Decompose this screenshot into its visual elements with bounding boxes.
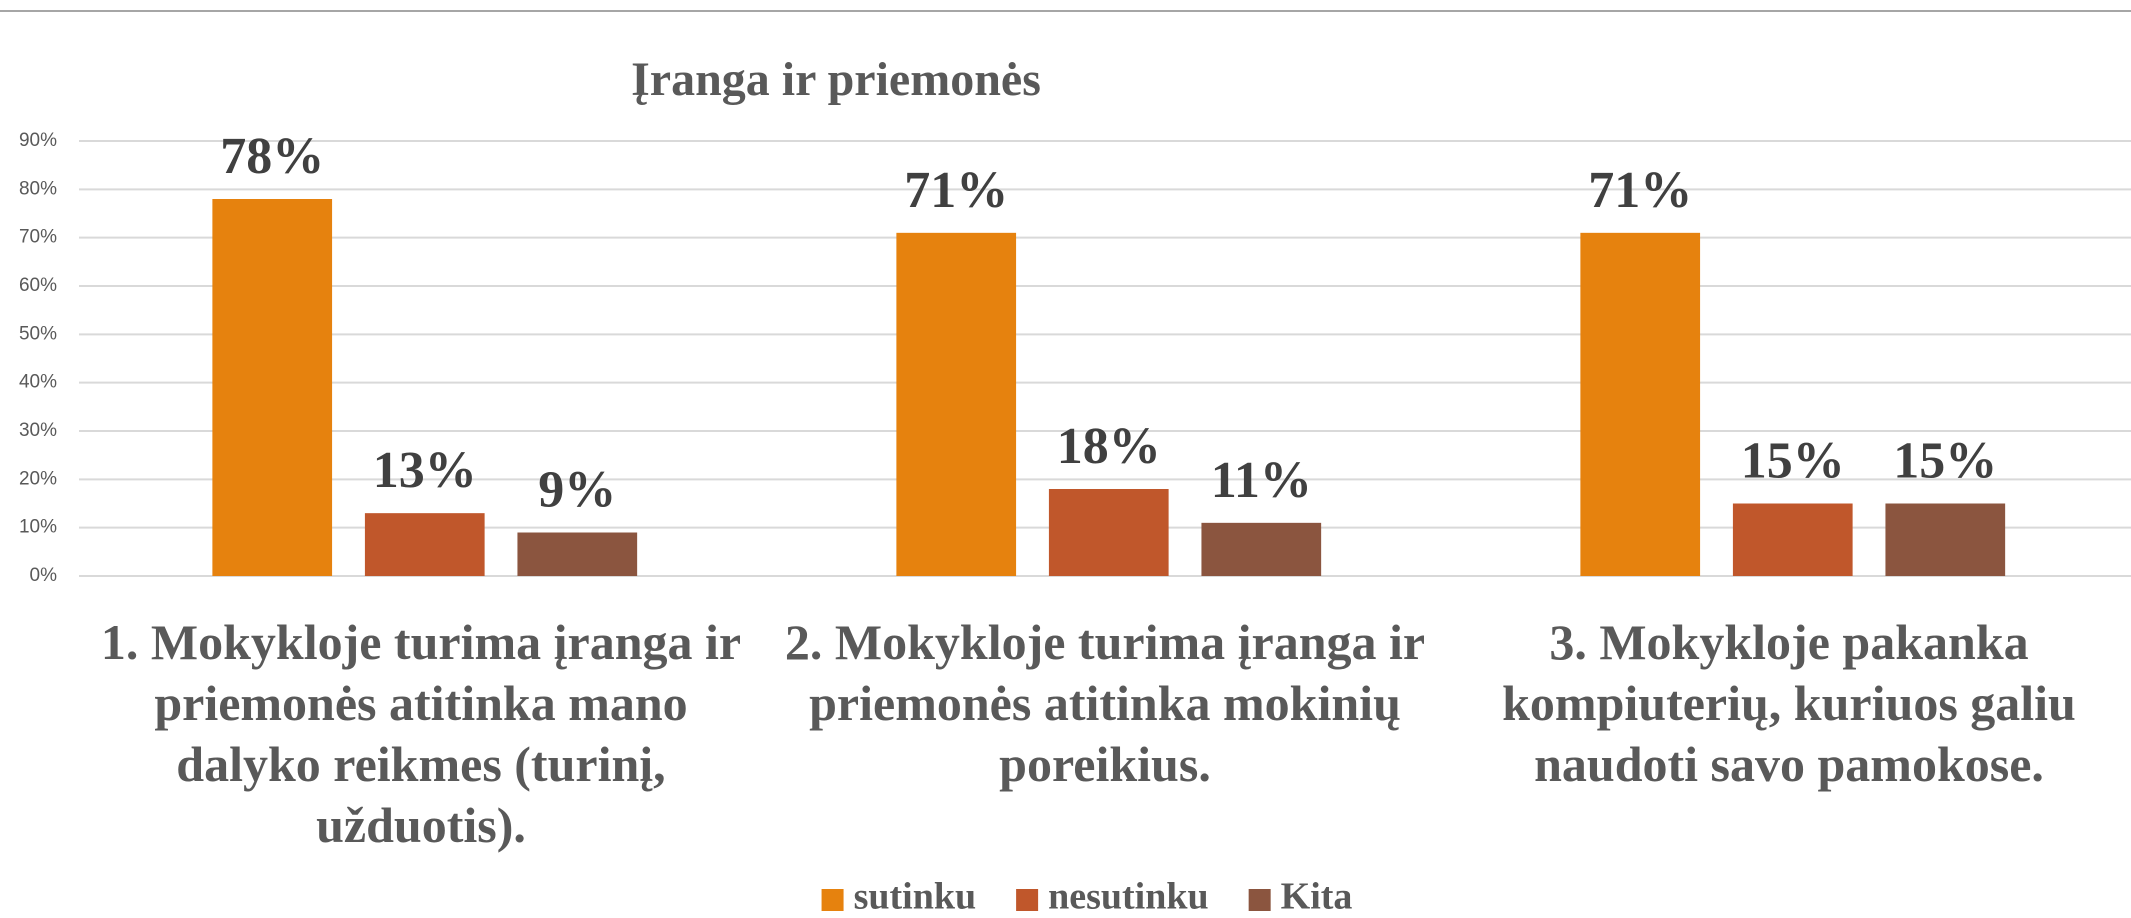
legend-label: Kita: [1281, 876, 1353, 918]
y-tick-label: 50%: [19, 323, 57, 344]
legend-label: sutinku: [854, 876, 977, 918]
y-tick-label: 40%: [19, 372, 57, 393]
value-label: 18%: [1057, 418, 1161, 475]
y-tick-label: 0%: [30, 565, 58, 586]
y-tick-label: 30%: [19, 420, 57, 441]
legend-swatch: [1016, 889, 1039, 911]
y-tick-label: 10%: [19, 517, 57, 538]
value-label: 71%: [904, 162, 1008, 219]
x-tick-label: 3. Mokykloje pakanka kompiuterių, kuriuo…: [1502, 614, 2076, 792]
y-tick-label: 80%: [19, 178, 57, 199]
y-tick-label: 60%: [19, 275, 57, 296]
legend-label: nesutinku: [1048, 876, 1209, 918]
value-label: 11%: [1211, 452, 1312, 509]
value-label: 13%: [373, 442, 477, 499]
legend-swatch: [821, 889, 844, 911]
value-label: 78%: [220, 128, 324, 185]
y-tick-label: 20%: [19, 468, 57, 489]
value-label: 71%: [1588, 162, 1692, 219]
y-tick-label: 70%: [19, 227, 57, 248]
value-label: 15%: [1893, 432, 1997, 489]
bar: [1580, 232, 1701, 577]
y-tick-label: 90%: [19, 130, 57, 151]
bar: [364, 513, 485, 576]
legend-swatch: [1248, 889, 1271, 911]
bar: [517, 532, 638, 576]
bar: [896, 232, 1017, 577]
bar: [212, 199, 333, 576]
value-label: 15%: [1741, 432, 1845, 489]
x-tick-label: 2. Mokykloje turima įranga ir priemonės …: [784, 614, 1426, 792]
x-tick-label: 1. Mokykloje turima įranga ir priemonės …: [100, 614, 742, 853]
chart-title: Įranga ir priemonės: [631, 53, 1041, 106]
bar: [1048, 489, 1169, 576]
bar: [1732, 503, 1853, 576]
bar: [1201, 522, 1322, 576]
bar: [1885, 503, 2006, 576]
value-label: 9%: [538, 461, 616, 518]
